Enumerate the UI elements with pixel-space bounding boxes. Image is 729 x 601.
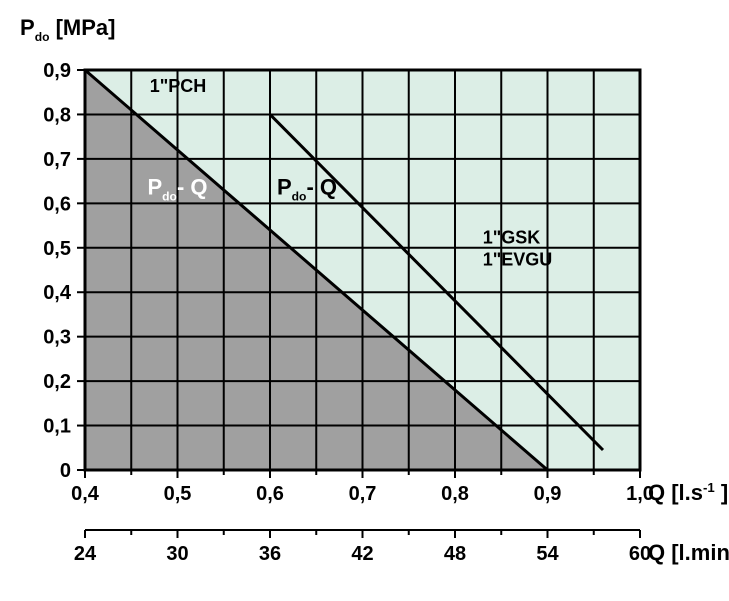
svg-text:42: 42 bbox=[351, 543, 373, 565]
svg-text:0,7: 0,7 bbox=[349, 483, 377, 505]
svg-text:0,1: 0,1 bbox=[43, 416, 71, 438]
svg-text:Pdo- Q: Pdo- Q bbox=[147, 174, 207, 203]
svg-text:0,8: 0,8 bbox=[43, 104, 71, 126]
chart-container: 0 0,1 0,2 0,3 0,4 0,5 0,6 0,7 0,8 0,9 0,4 0,5 0,6 0,7… bbox=[0, 0, 729, 601]
svg-text:0,7: 0,7 bbox=[43, 149, 71, 171]
svg-text:0,3: 0,3 bbox=[43, 327, 71, 349]
svg-text:0,5: 0,5 bbox=[164, 483, 192, 505]
svg-text:54: 54 bbox=[536, 543, 559, 565]
svg-text:36: 36 bbox=[259, 543, 281, 565]
svg-text:Pdo [MPa]: Pdo [MPa] bbox=[20, 15, 115, 44]
svg-text:1"PCH: 1"PCH bbox=[150, 76, 207, 96]
svg-text:0,6: 0,6 bbox=[256, 483, 284, 505]
svg-text:0: 0 bbox=[60, 460, 71, 482]
svg-text:24: 24 bbox=[74, 543, 97, 565]
svg-text:Q [l.min-1.: Q [l.min-1. bbox=[648, 540, 729, 565]
svg-text:Pdo- Q: Pdo- Q bbox=[277, 174, 337, 203]
svg-text:0,5: 0,5 bbox=[43, 238, 71, 260]
svg-text:1"EVGU: 1"EVGU bbox=[483, 249, 553, 269]
svg-text:0,8: 0,8 bbox=[441, 483, 469, 505]
svg-text:1"GSK: 1"GSK bbox=[483, 227, 541, 247]
svg-text:0,9: 0,9 bbox=[43, 60, 71, 82]
svg-text:0,6: 0,6 bbox=[43, 193, 71, 215]
svg-text:30: 30 bbox=[166, 543, 188, 565]
svg-text:0,4: 0,4 bbox=[71, 483, 100, 505]
svg-text:0,9: 0,9 bbox=[534, 483, 562, 505]
svg-text:0,4: 0,4 bbox=[43, 282, 72, 304]
svg-text:Q [l.s-1 ]: Q [l.s-1 ] bbox=[648, 480, 728, 505]
svg-text:0,2: 0,2 bbox=[43, 371, 71, 393]
svg-text:48: 48 bbox=[444, 543, 466, 565]
pump-curve-chart: 0 0,1 0,2 0,3 0,4 0,5 0,6 0,7 0,8 0,9 0,4 0,5 0,6 0,7… bbox=[0, 0, 729, 601]
